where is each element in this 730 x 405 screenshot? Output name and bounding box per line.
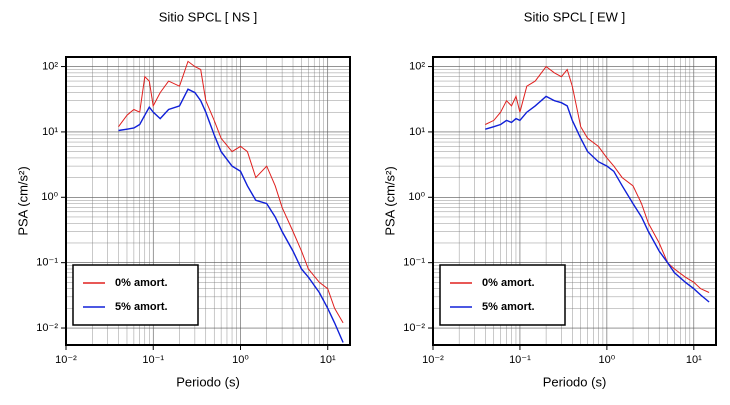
legend: 0% amort. 5% amort. — [439, 264, 566, 326]
series-line — [118, 60, 344, 324]
x-tick-label: 10¹ — [320, 354, 336, 366]
x-tick-label: 10⁻² — [422, 354, 444, 366]
y-axis-label: PSA (cm/s²) — [382, 166, 397, 235]
x-axis-label: Periodo (s) — [176, 374, 240, 389]
x-tick-label: 10¹ — [686, 354, 702, 366]
y-tick-label: 10² — [42, 60, 58, 72]
x-tick-label: 10⁰ — [232, 354, 249, 366]
x-tick-label: 10⁻¹ — [509, 354, 531, 366]
plot-lines — [118, 60, 344, 343]
y-tick-label: 10⁻¹ — [403, 257, 425, 269]
y-tick-label: 10⁰ — [408, 191, 425, 203]
legend-box — [439, 264, 566, 326]
y-tick-label: 10⁻² — [36, 322, 58, 334]
chart-title: Sitio SPCL [ EW ] — [524, 9, 625, 24]
legend-box — [72, 264, 199, 326]
x-axis-label: Periodo (s) — [543, 374, 607, 389]
grid — [66, 57, 350, 345]
x-tick-label: 10⁻¹ — [142, 354, 164, 366]
x-tick-label: 10⁰ — [599, 354, 616, 366]
y-tick-label: 10⁻¹ — [36, 257, 58, 269]
x-tick-label: 10⁻² — [55, 354, 77, 366]
series-line — [118, 88, 344, 343]
panel: 10⁻² 10⁻¹ 10⁰ 10¹ 10⁻² 10⁻¹ 10⁰ 10¹ 10² Sitio SPC… — [15, 9, 351, 389]
y-tick-label: 10¹ — [42, 126, 58, 138]
plot-frame — [432, 56, 717, 346]
panel: 10⁻² 10⁻¹ 10⁰ 10¹ 10⁻² 10⁻¹ 10⁰ 10¹ 10² Sitio SPC… — [382, 9, 717, 389]
y-tick-label: 10⁰ — [41, 191, 58, 203]
plot-frame — [65, 56, 351, 346]
y-tick-label: 10⁻² — [403, 322, 425, 334]
legend-label: 5% amort. — [482, 301, 535, 313]
grid — [433, 57, 716, 345]
legend: 0% amort. 5% amort. — [72, 264, 199, 326]
legend-label: 0% amort. — [115, 277, 168, 289]
legend-label: 0% amort. — [482, 277, 535, 289]
series-line — [485, 65, 710, 293]
y-axis-label: PSA (cm/s²) — [15, 166, 30, 235]
y-tick-label: 10¹ — [409, 126, 425, 138]
chart-title: Sitio SPCL [ NS ] — [159, 9, 258, 24]
y-tick-label: 10² — [409, 60, 425, 72]
plot-lines — [485, 65, 710, 303]
series-line — [485, 95, 710, 303]
legend-label: 5% amort. — [115, 301, 168, 313]
